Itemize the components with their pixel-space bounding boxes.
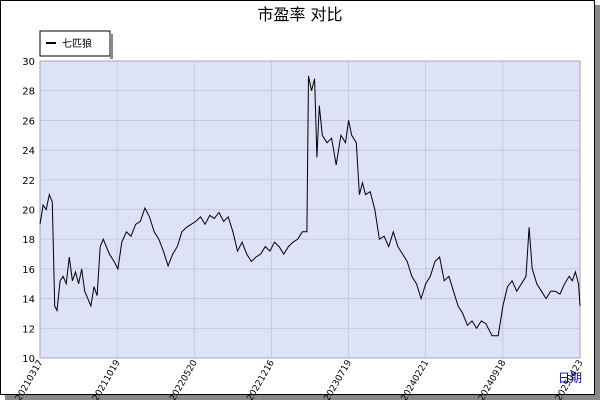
chart-title: 市盈率 对比 — [257, 5, 342, 24]
shadow — [595, 5, 600, 400]
y-tick-label: 22 — [22, 176, 35, 187]
legend: 七匹狼 — [39, 30, 113, 59]
y-tick-label: 28 — [22, 87, 35, 98]
y-tick-label: 10 — [22, 354, 35, 365]
y-tick-label: 14 — [22, 295, 35, 306]
y-tick-label: 18 — [22, 235, 35, 246]
y-tick-label: 24 — [22, 146, 35, 157]
y-tick-label: 30 — [22, 57, 35, 68]
legend-shadow — [110, 34, 113, 59]
shadow — [5, 395, 595, 400]
x-axis-label: 日期 — [558, 371, 582, 385]
legend-label: 七匹狼 — [62, 37, 92, 50]
y-tick-label: 20 — [22, 206, 35, 217]
y-tick-label: 12 — [22, 324, 35, 335]
y-tick-label: 26 — [22, 116, 35, 127]
line — [39, 75, 581, 337]
y-tick-label: 16 — [22, 265, 35, 276]
